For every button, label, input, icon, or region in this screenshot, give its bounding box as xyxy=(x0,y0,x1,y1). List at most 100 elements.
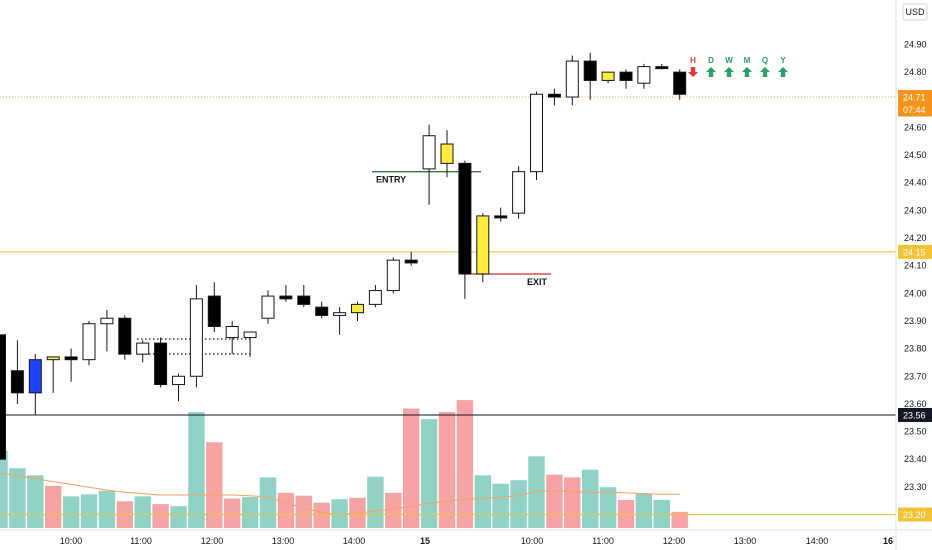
price-tick-label: 24.10 xyxy=(904,261,927,271)
candle-body xyxy=(154,342,168,386)
candle-body xyxy=(619,71,633,81)
volume-bar xyxy=(80,494,98,528)
time-tick-label: 14:00 xyxy=(806,536,829,546)
candle xyxy=(207,282,221,333)
price-badge-bg xyxy=(898,507,932,522)
price-tick-label: 24.30 xyxy=(904,205,927,215)
currency-label: USD xyxy=(902,3,928,21)
timeframe-label: M xyxy=(744,56,751,65)
price-tick-label: 24.80 xyxy=(904,67,927,77)
time-tick-label: 13:00 xyxy=(272,536,295,546)
volume-bar xyxy=(170,506,187,528)
volume-bar xyxy=(367,476,384,528)
volume-layer xyxy=(0,400,688,528)
volume-bar xyxy=(331,499,348,528)
candle-body xyxy=(225,326,239,339)
candle xyxy=(315,301,329,319)
price-badges: 24.71 07:44 24.15 23.56 23.20 xyxy=(898,90,932,522)
volume-bar xyxy=(188,412,205,528)
price-tick-label: 23.60 xyxy=(904,399,927,409)
volume-bar xyxy=(313,502,330,528)
candle xyxy=(494,207,508,222)
volume-bar xyxy=(474,475,491,528)
volume-bar xyxy=(528,456,545,528)
candle-body xyxy=(368,290,382,305)
time-tick-label: 11:00 xyxy=(130,536,152,546)
price-badge-label: 07:44 xyxy=(903,105,926,115)
candle-body xyxy=(565,60,579,98)
price-tick-label: 24.00 xyxy=(904,288,927,298)
candle xyxy=(637,63,651,89)
time-axis[interactable]: 10:00 11:00 12:00 13:00 14:00 15 10:00 11:00 12:… xyxy=(60,536,893,546)
candle-body xyxy=(351,303,364,314)
candle-body xyxy=(583,60,597,81)
candle-body xyxy=(655,66,669,70)
candle-body xyxy=(189,298,203,377)
time-tick-label: 12:00 xyxy=(663,536,686,546)
candle-body xyxy=(28,359,42,394)
volume-bar xyxy=(653,499,670,528)
price-badge-bg xyxy=(898,90,932,105)
price-badge-bg xyxy=(898,102,932,117)
price-tick-label: 23.90 xyxy=(904,316,927,326)
volume-bar xyxy=(277,492,295,528)
price-tick-label: 23.80 xyxy=(904,344,927,354)
time-tick-label: 16 xyxy=(883,536,893,546)
volume-bar xyxy=(9,468,26,528)
candle-body xyxy=(64,356,78,361)
candle-body xyxy=(136,342,150,355)
candle-body xyxy=(118,317,132,355)
price-badge-label: 24.15 xyxy=(903,247,926,257)
arrow-up-icon xyxy=(742,67,752,77)
price-badge-bg xyxy=(898,407,932,422)
horizontal-lines-layer xyxy=(0,96,896,515)
price-tick-label: 24.20 xyxy=(904,233,927,243)
price-badge-label: 24.71 xyxy=(903,93,926,103)
volume-bar xyxy=(295,495,312,528)
candle-body xyxy=(261,295,275,319)
candle xyxy=(386,257,400,294)
volume-bar xyxy=(98,490,116,528)
candle-body xyxy=(547,93,561,98)
price-badge: 24.71 xyxy=(898,90,932,105)
price-badge: 07:44 xyxy=(898,102,932,117)
volume-bar xyxy=(62,496,80,528)
candle xyxy=(655,63,669,70)
candle xyxy=(154,337,168,388)
price-tick-label: 24.40 xyxy=(904,178,927,188)
candle-body xyxy=(207,295,221,327)
candle xyxy=(82,320,96,366)
volume-bar xyxy=(492,483,509,528)
volume-bar xyxy=(134,496,151,528)
candles-layer xyxy=(0,52,687,460)
price-tick-label: 23.70 xyxy=(904,371,927,381)
currency-text: USD xyxy=(905,7,925,17)
candle-body xyxy=(315,306,329,316)
candle xyxy=(261,290,275,324)
candle-body xyxy=(243,331,257,339)
candle-body xyxy=(46,356,60,361)
candle-body xyxy=(82,323,96,361)
time-tick-label: 14:00 xyxy=(343,536,366,546)
volume-bar xyxy=(635,493,653,528)
timeframe-label: Q xyxy=(762,56,768,65)
volume-bar xyxy=(420,419,438,528)
timeframe-signal: W xyxy=(724,56,734,77)
candle xyxy=(512,166,526,219)
arrow-up-icon xyxy=(724,67,734,77)
price-axis[interactable]: 24.9024.8024.7024.6024.5024.4024.3024.20… xyxy=(904,40,927,520)
candle xyxy=(172,373,185,402)
candle xyxy=(673,69,687,100)
price-tick-label: 23.50 xyxy=(904,427,927,437)
price-tick-label: 24.50 xyxy=(904,150,927,160)
candle xyxy=(100,309,114,352)
time-tick-label: 15 xyxy=(420,536,430,546)
arrow-down-icon xyxy=(688,67,698,77)
candle xyxy=(547,88,561,106)
volume-bar xyxy=(224,498,241,528)
candle xyxy=(46,356,60,393)
candle-body xyxy=(422,135,436,170)
timeframe-label: W xyxy=(725,56,733,65)
